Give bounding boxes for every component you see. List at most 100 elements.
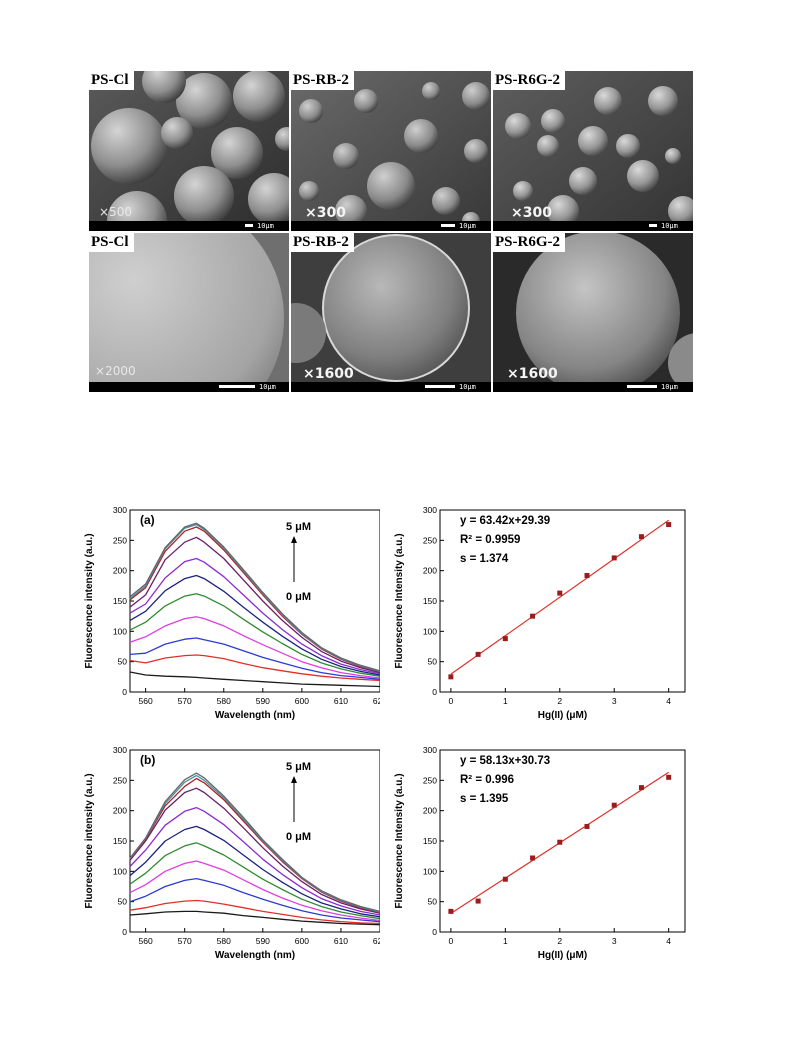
y-tick-label: 300 xyxy=(423,745,437,755)
y-tick-label: 50 xyxy=(118,657,128,667)
x-tick-label: 600 xyxy=(295,696,309,706)
scale-bar-label: 10μm xyxy=(661,383,678,391)
x-tick-label: 620 xyxy=(373,696,380,706)
y-tick-label: 0 xyxy=(122,687,127,697)
scale-bar-label: 10μm xyxy=(257,222,274,230)
magnification-label: ×1600 xyxy=(303,366,354,382)
data-point xyxy=(666,522,672,528)
magnification-label: ×2000 xyxy=(95,364,136,378)
x-tick-label: 3 xyxy=(612,696,617,706)
data-point xyxy=(638,785,644,791)
sem-panel-ps-rb-2-low: PS-RB-2 ×300 10μm xyxy=(291,71,491,231)
series-line xyxy=(129,523,380,673)
concentration-arrow-head xyxy=(291,536,297,543)
scale-bar-label: 10μm xyxy=(661,222,678,230)
series-line xyxy=(129,637,380,680)
series-line xyxy=(129,825,380,918)
y-tick-label: 250 xyxy=(113,535,127,545)
y-tick-label: 50 xyxy=(428,657,438,667)
sem-panel-ps-r6g-2-high: PS-R6G-2 ×1600 10μm xyxy=(493,233,693,392)
data-point xyxy=(584,823,590,829)
x-tick-label: 570 xyxy=(178,936,192,946)
x-tick-label: 1 xyxy=(503,936,508,946)
fit-annotation: y = 63.42x+29.39 xyxy=(460,515,550,527)
x-axis-label: Hg(II) (μM) xyxy=(538,950,587,961)
y-tick-label: 250 xyxy=(113,775,127,785)
y-tick-label: 100 xyxy=(113,626,127,636)
y-tick-label: 50 xyxy=(118,897,128,907)
series-line xyxy=(129,671,380,688)
scale-bar-line xyxy=(425,385,455,388)
sem-panel-label: PS-RB-2 xyxy=(291,233,354,252)
panel-letter: (a) xyxy=(140,513,155,527)
y-tick-label: 150 xyxy=(423,596,437,606)
sem-panel-label: PS-RB-2 xyxy=(291,71,354,90)
data-point xyxy=(448,674,454,680)
sem-panel-ps-cl-high: PS-Cl ×2000 10μm xyxy=(89,233,289,392)
x-tick-label: 610 xyxy=(334,936,348,946)
y-tick-label: 100 xyxy=(423,866,437,876)
series-line xyxy=(129,787,380,914)
data-point xyxy=(557,839,563,845)
series-line xyxy=(129,593,380,677)
scale-bar-strip: 10μm xyxy=(291,221,491,231)
x-tick-label: 4 xyxy=(666,936,671,946)
sem-panel-label: PS-Cl xyxy=(89,71,134,90)
scale-bar-line xyxy=(627,385,657,388)
series-line xyxy=(129,899,380,925)
series-line xyxy=(129,574,380,676)
scale-bar-line xyxy=(245,224,253,227)
plot-frame xyxy=(129,749,380,933)
data-point xyxy=(475,898,481,904)
x-tick-label: 590 xyxy=(256,696,270,706)
calibration-chart-b: 0 1 2 3 4 0 50 100 150 200 250 300 Hg(II) (μM) Fluore… xyxy=(394,745,686,961)
y-axis-label: Fluorescence intensity (a.u.) xyxy=(84,533,95,668)
scale-bar-line xyxy=(649,224,657,227)
y-tick-label: 250 xyxy=(423,535,437,545)
y-axis-label: Fluorescence intensity (a.u.) xyxy=(84,773,95,908)
y-tick-label: 100 xyxy=(113,866,127,876)
sem-micrograph-image xyxy=(291,71,491,231)
data-point xyxy=(502,636,508,642)
panel-letter: (b) xyxy=(140,753,155,767)
scale-bar-label: 10μm xyxy=(459,222,476,230)
data-point xyxy=(611,802,617,808)
x-tick-label: 0 xyxy=(449,696,454,706)
sem-micrograph-image xyxy=(291,233,491,392)
scale-bar-strip: 10μm xyxy=(89,221,289,231)
magnification-label: ×300 xyxy=(511,205,552,221)
data-point xyxy=(475,651,481,657)
scale-bar-strip: 10μm xyxy=(493,382,693,392)
x-tick-label: 590 xyxy=(256,936,270,946)
series-line xyxy=(129,772,380,913)
scale-bar-line xyxy=(441,224,455,227)
sem-panel-label: PS-R6G-2 xyxy=(493,233,565,252)
data-point xyxy=(530,613,536,619)
series-line xyxy=(129,536,380,674)
sem-panel-ps-rb-2-high: PS-RB-2 ×1600 10μm xyxy=(291,233,491,392)
x-tick-label: 560 xyxy=(139,696,153,706)
y-tick-label: 200 xyxy=(423,806,437,816)
sem-panel-label: PS-R6G-2 xyxy=(493,71,565,90)
spectra-chart-b: 560 570 580 590 600 610 620 0 50 100 150 200 250 300 W… xyxy=(84,745,380,961)
sem-panel-label: PS-Cl xyxy=(89,233,134,252)
data-point xyxy=(530,855,536,861)
magnification-label: ×500 xyxy=(99,205,132,219)
x-tick-label: 570 xyxy=(178,696,192,706)
sem-panel-ps-r6g-2-low: PS-R6G-2 ×300 10μm xyxy=(493,71,693,231)
x-axis-label: Hg(II) (μM) xyxy=(538,710,587,721)
sem-micrograph-image xyxy=(493,233,693,392)
fit-annotation: R² = 0.9959 xyxy=(460,534,520,546)
sem-image-grid: PS-Cl ×500 10μm xyxy=(89,71,693,392)
scale-bar-label: 10μm xyxy=(259,383,276,391)
sem-micrograph-image xyxy=(493,71,693,231)
x-tick-label: 1 xyxy=(503,696,508,706)
fit-annotation: s = 1.374 xyxy=(460,553,509,565)
calibration-chart-a: 0 1 2 3 4 0 50 100 150 200 250 300 Hg(II) (μM) Fluore… xyxy=(394,505,686,721)
y-tick-label: 300 xyxy=(423,505,437,515)
data-point xyxy=(584,573,590,579)
scale-bar-strip: 10μm xyxy=(493,221,693,231)
x-tick-label: 2 xyxy=(557,696,562,706)
sem-panel-ps-cl-low: PS-Cl ×500 10μm xyxy=(89,71,289,231)
y-tick-label: 300 xyxy=(113,505,127,515)
